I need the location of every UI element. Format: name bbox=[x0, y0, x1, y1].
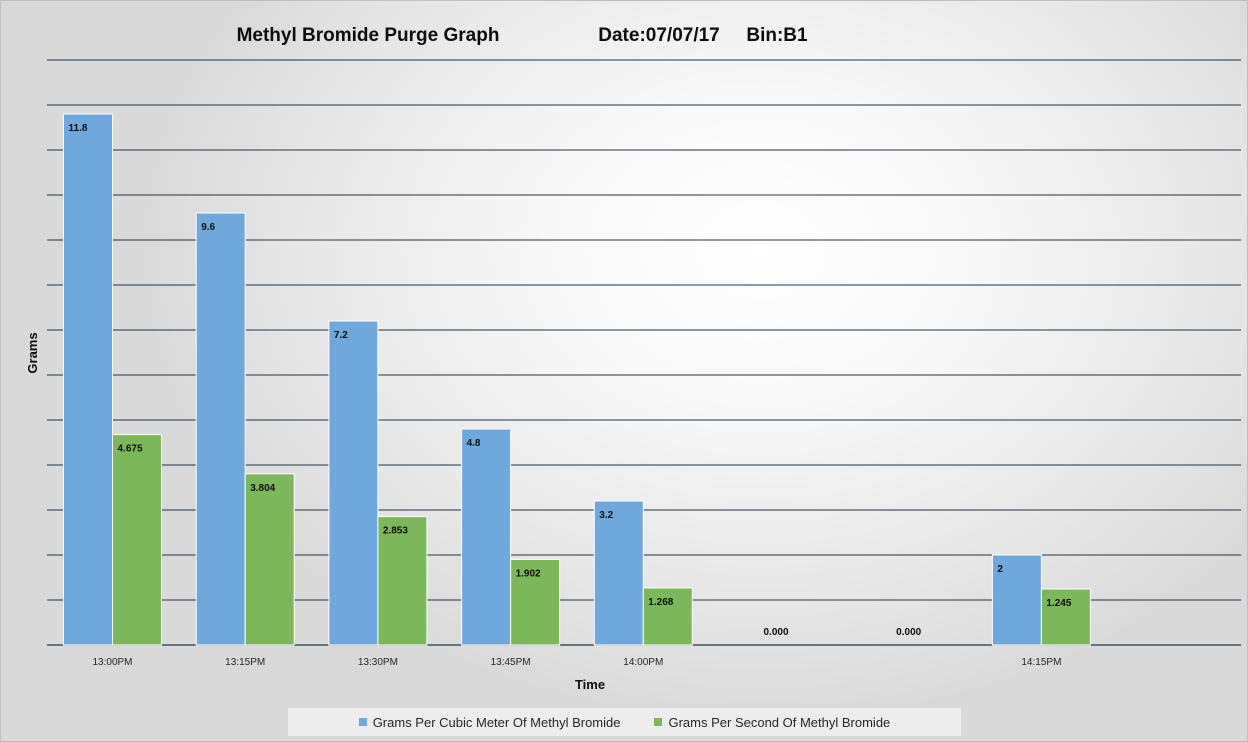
legend-item-per-second: Grams Per Second Of Methyl Bromide bbox=[654, 715, 890, 730]
x-tick-label: 13:15PM bbox=[225, 657, 265, 668]
data-label: 4.8 bbox=[467, 438, 481, 449]
data-label: 11.8 bbox=[69, 123, 88, 134]
chart-title: Methyl Bromide Purge Graph bbox=[237, 25, 500, 46]
x-tick-label: 13:45PM bbox=[491, 657, 531, 668]
bar-cubic-meter bbox=[593, 500, 644, 646]
data-label: 2 bbox=[997, 564, 1003, 575]
data-label: 3.804 bbox=[250, 483, 275, 494]
x-tick-label: 14:15PM bbox=[1021, 657, 1061, 668]
bar-per-second bbox=[510, 558, 561, 646]
legend-item-cubic-meter: Grams Per Cubic Meter Of Methyl Bromide bbox=[358, 714, 621, 730]
x-axis-title: Time bbox=[575, 677, 605, 692]
x-tick-label: 13:00PM bbox=[92, 657, 132, 668]
bar-cubic-meter bbox=[461, 428, 512, 646]
data-label: 2.853 bbox=[383, 526, 408, 537]
legend-swatch-green bbox=[654, 718, 663, 726]
chart-bin: Bin:B1 bbox=[746, 25, 808, 46]
data-label: 9.6 bbox=[201, 222, 215, 233]
bars-group bbox=[63, 113, 1091, 646]
x-tick-label: 14:00PM bbox=[623, 657, 663, 668]
data-label: 3.2 bbox=[599, 510, 613, 521]
legend-swatch-blue bbox=[358, 718, 367, 726]
data-label: 0.000 bbox=[763, 627, 788, 638]
x-tick-label: 13:30PM bbox=[358, 657, 398, 668]
bar-cubic-meter bbox=[328, 320, 379, 646]
y-axis-title: Grams bbox=[25, 332, 40, 373]
x-tick-labels-group: 13:00PM 13:15PM 13:30PM 13:45PM 14:00PM 14:15… bbox=[92, 657, 1061, 668]
data-label: 7.2 bbox=[334, 330, 348, 341]
bar-per-second bbox=[642, 587, 693, 646]
legend: Grams Per Cubic Meter Of Methyl Bromide … bbox=[288, 708, 961, 736]
data-label: 1.268 bbox=[648, 597, 673, 608]
data-label: 0.000 bbox=[896, 627, 921, 638]
bar-per-second bbox=[244, 473, 295, 646]
bar-per-second bbox=[112, 434, 162, 646]
data-label: 4.675 bbox=[118, 444, 143, 455]
bar-per-second bbox=[377, 516, 428, 646]
data-label: 1.245 bbox=[1046, 598, 1071, 609]
legend-label-per-second: Grams Per Second Of Methyl Bromide bbox=[668, 714, 891, 730]
data-label: 1.902 bbox=[516, 568, 541, 579]
bar-per-second bbox=[1040, 588, 1091, 646]
data-labels-group: 11.8 4.675 9.6 3.804 7.2 2.853 4.8 1.902 3.2 1.26… bbox=[69, 123, 1072, 638]
legend-label-cubic-meter: Grams Per Cubic Meter Of Methyl Bromide bbox=[372, 714, 621, 730]
bar-cubic-meter bbox=[195, 212, 246, 646]
bar-cubic-meter bbox=[63, 113, 113, 646]
chart-date: Date:07/07/17 bbox=[598, 25, 719, 46]
